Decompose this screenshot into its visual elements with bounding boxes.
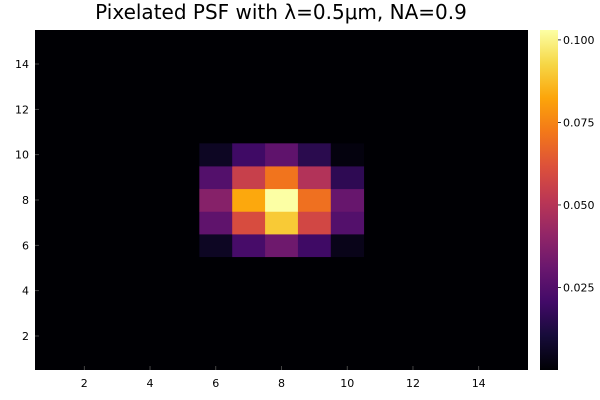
heatmap-cell-x7-y9 — [232, 166, 266, 190]
y-tick-label-10: 10 — [15, 149, 29, 162]
heatmap-cell-x10-y9 — [330, 166, 365, 190]
heatmap-cell-x7-y6 — [232, 234, 266, 258]
y-tick-label-2: 2 — [22, 330, 29, 343]
heatmap-cell-x10-y8 — [330, 188, 365, 212]
heatmap-cells — [199, 143, 365, 258]
colorbar-tick-label-0: 0.025 — [563, 281, 595, 294]
heatmap-cell-x10-y7 — [330, 211, 365, 235]
heatmap-cell-x7-y7 — [232, 211, 266, 235]
heatmap-cell-x7-y10 — [232, 143, 266, 167]
y-axis-ticks: 2 4 6 8 10 12 14 — [15, 58, 39, 343]
x-tick-label-2: 2 — [81, 377, 88, 390]
x-tick-label-8: 8 — [278, 377, 285, 390]
heatmap-cell-x9-y10 — [297, 143, 332, 167]
plot-area — [35, 30, 528, 370]
heatmap-cell-x8-y7 — [265, 211, 299, 235]
heatmap-cell-x9-y9 — [297, 166, 332, 190]
heatmap-cell-x6-y7 — [199, 211, 233, 235]
heatmap-cell-x8-y9 — [265, 166, 299, 190]
x-tick-label-14: 14 — [472, 377, 486, 390]
x-tick-label-12: 12 — [406, 377, 420, 390]
x-tick-label-4: 4 — [147, 377, 154, 390]
heatmap-cell-x9-y8 — [297, 188, 332, 212]
colorbar-tick-label-3: 0.100 — [563, 34, 595, 47]
colorbar-tick-label-1: 0.050 — [563, 199, 595, 212]
chart-title: Pixelated PSF with λ=0.5μm, NA=0.9 — [95, 0, 467, 24]
x-tick-label-10: 10 — [340, 377, 354, 390]
heatmap-cell-x9-y7 — [297, 211, 332, 235]
colorbar-tick-label-2: 0.075 — [563, 116, 595, 129]
x-tick-label-6: 6 — [212, 377, 219, 390]
y-tick-label-12: 12 — [15, 103, 29, 116]
heatmap-cell-x6-y6 — [199, 234, 233, 258]
heatmap-cell-x8-y10 — [265, 143, 299, 167]
y-tick-label-14: 14 — [15, 58, 29, 71]
heatmap-cell-x8-y6 — [265, 234, 299, 258]
heatmap-cell-x10-y10 — [330, 143, 365, 167]
colorbar: 0.025 0.050 0.075 0.100 — [540, 30, 595, 370]
y-tick-label-8: 8 — [22, 194, 29, 207]
heatmap-cell-x6-y9 — [199, 166, 233, 190]
heatmap-cell-x7-y8 — [232, 188, 266, 212]
heatmap-cell-x8-y8 — [265, 188, 299, 212]
y-tick-label-6: 6 — [22, 239, 29, 252]
heatmap-cell-x6-y10 — [199, 143, 233, 167]
colorbar-gradient — [540, 30, 558, 370]
heatmap-cell-x6-y8 — [199, 188, 233, 212]
x-axis-ticks: 2 4 6 8 10 12 14 — [81, 366, 486, 390]
heatmap-cell-x9-y6 — [297, 234, 332, 258]
y-tick-label-4: 4 — [22, 285, 29, 298]
colorbar-ticks: 0.025 0.050 0.075 0.100 — [558, 34, 595, 294]
heatmap-cell-x10-y6 — [330, 234, 365, 258]
